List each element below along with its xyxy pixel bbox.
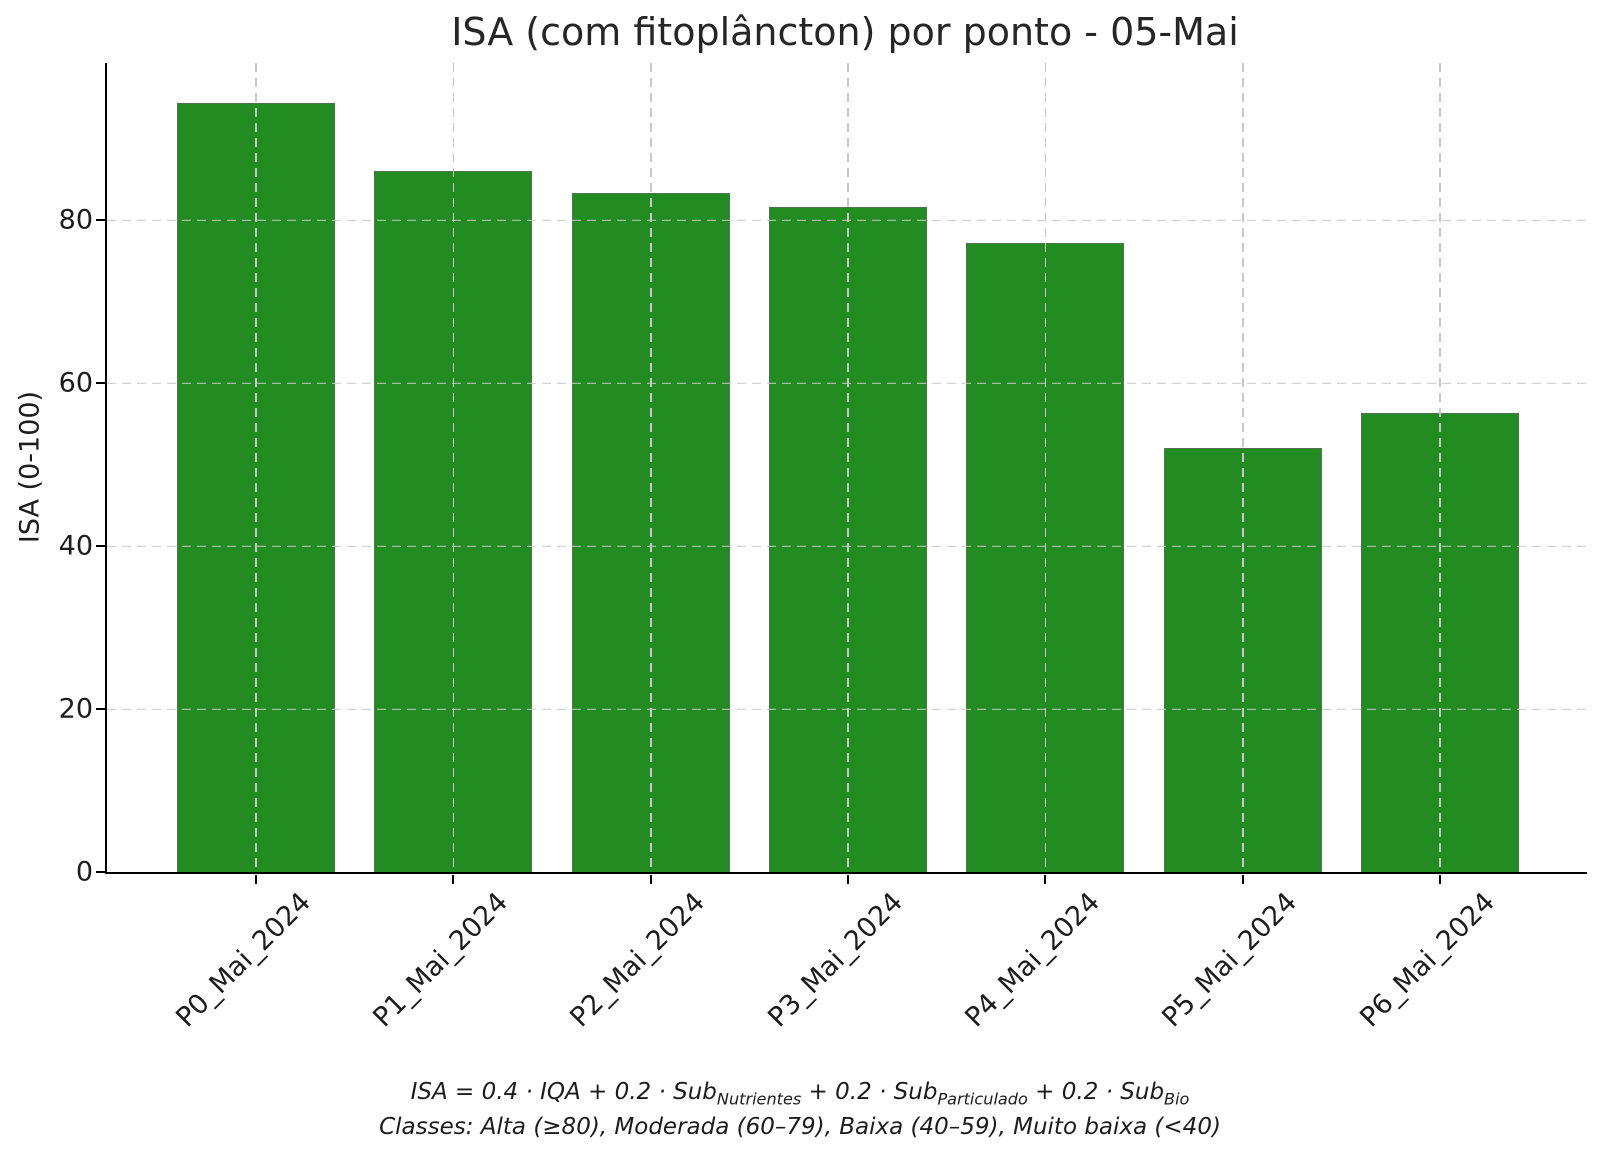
x-tick-p1 xyxy=(452,875,455,884)
x-tick-label-p1: P1_Mai_2024 xyxy=(367,886,514,1034)
y-tick-label-60: 60 xyxy=(58,367,93,399)
formula-seg1: ISA = 0.4 · IQA + 0.2 · Sub xyxy=(410,1079,717,1105)
y-tick-label-20: 20 xyxy=(58,693,93,725)
y-tick-60 xyxy=(96,382,105,385)
x-tick-p6 xyxy=(1439,875,1442,884)
y-tick-20 xyxy=(96,708,105,711)
x-tick-label-p5: P5_Mai_2024 xyxy=(1156,886,1304,1034)
formula-seg2: + 0.2 · Sub xyxy=(801,1079,938,1105)
bar-p3 xyxy=(769,207,928,872)
y-axis-label: ISA (0-100) xyxy=(14,390,46,544)
bar-p1 xyxy=(374,170,533,872)
x-tick-p3 xyxy=(847,875,850,884)
x-tick-label-p4: P4_Mai_2024 xyxy=(959,886,1106,1034)
x-tick-label-p2: P2_Mai_2024 xyxy=(564,886,712,1034)
x-tick-label-p0: P0_Mai_2024 xyxy=(169,886,317,1034)
bar-p0 xyxy=(177,102,336,872)
chart-title: ISA (com fitoplâncton) por ponto - 05-Ma… xyxy=(451,10,1239,54)
bar-p2 xyxy=(571,193,730,872)
y-tick-label-80: 80 xyxy=(58,204,93,236)
footer-classes-line: Classes: Alta (≥80), Moderada (60–79), B… xyxy=(379,1114,1221,1141)
y-tick-80 xyxy=(96,219,105,222)
x-tick-p5 xyxy=(1241,875,1244,884)
x-tick-p0 xyxy=(255,875,258,884)
footer-formula-line: ISA = 0.4 · IQA + 0.2 · SubNutrientes + … xyxy=(0,1076,1600,1111)
y-tick-label-0: 0 xyxy=(75,856,93,888)
x-tick-p2 xyxy=(649,875,652,884)
formula-sub3: Bio xyxy=(1164,1089,1190,1109)
formula-sub2: Particulado xyxy=(937,1089,1028,1109)
x-tick-label-p3: P3_Mai_2024 xyxy=(761,886,909,1034)
footer-annotation: ISA = 0.4 · IQA + 0.2 · SubNutrientes + … xyxy=(0,1076,1600,1144)
y-tick-40 xyxy=(96,545,105,548)
plot-area: 0 20 40 60 80 P0_Mai_2024 P1_Mai_2024 P2… xyxy=(59,63,1587,1033)
y-tick-0 xyxy=(96,871,105,873)
x-tick-label-p6: P6_Mai_2024 xyxy=(1353,886,1501,1034)
x-tick-p4 xyxy=(1044,875,1047,884)
bar-p4 xyxy=(966,243,1125,872)
bar-p6 xyxy=(1361,412,1520,872)
y-tick-label-40: 40 xyxy=(58,530,93,562)
formula-seg3: + 0.2 · Sub xyxy=(1027,1079,1165,1105)
formula-sub1: Nutrientes xyxy=(716,1089,802,1109)
bar-p5 xyxy=(1163,447,1322,872)
